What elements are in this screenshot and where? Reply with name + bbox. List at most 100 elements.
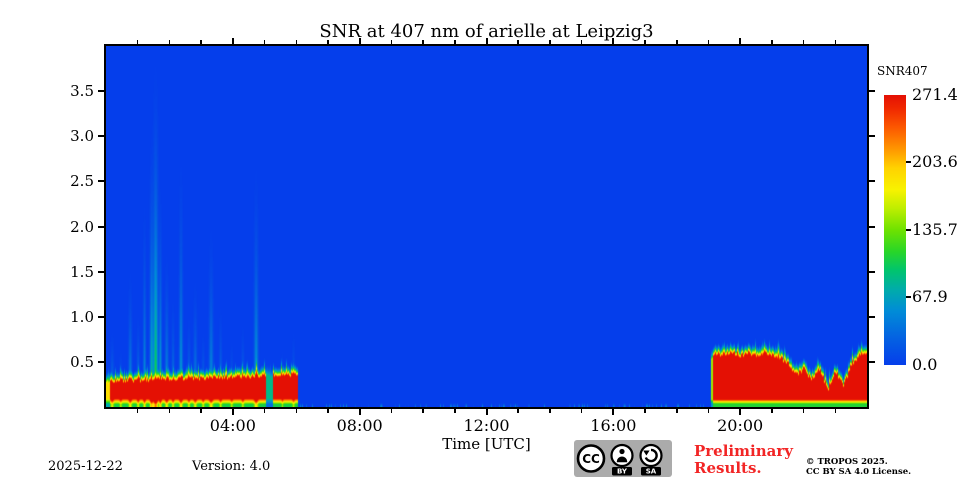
x-minor-tick-top: [644, 40, 646, 44]
y-major-tick: [98, 270, 104, 273]
plot-area: [104, 44, 869, 409]
y-tick-label: 0.5: [70, 352, 94, 371]
y-major-tick-right: [869, 270, 875, 273]
copyright-note: © TROPOS 2025. CC BY SA 4.0 License.: [806, 457, 911, 477]
y-major-tick-right: [869, 315, 875, 318]
colorbar-tick-label: 0.0: [912, 355, 938, 374]
x-minor-tick-top: [327, 40, 329, 44]
x-major-tick-top: [231, 38, 234, 44]
x-axis-label: Time [UTC]: [442, 435, 531, 453]
x-tick-label: 12:00: [463, 416, 510, 435]
x-minor-tick-top: [580, 40, 583, 44]
by-tag-text: BY: [617, 468, 628, 476]
x-minor-tick: [200, 409, 202, 413]
x-minor-tick-top: [707, 40, 710, 44]
x-tick-label: 16:00: [590, 416, 637, 435]
x-major-tick: [231, 409, 234, 415]
x-minor-tick-top: [136, 40, 139, 44]
x-minor-tick: [580, 409, 583, 413]
y-major-tick-right: [869, 135, 875, 138]
colorbar-tick: [906, 161, 911, 164]
x-minor-tick: [834, 409, 837, 413]
y-major-tick-right: [869, 225, 875, 228]
preliminary-line1: Preliminary: [694, 442, 793, 460]
colorbar-tick-label: 135.7: [912, 220, 958, 239]
x-minor-tick: [168, 409, 171, 413]
y-tick-label: 1.0: [70, 307, 94, 326]
cc-by-sa-badge: CC BY SA: [574, 440, 672, 477]
x-minor-tick: [422, 409, 424, 413]
x-minor-tick-top: [454, 40, 456, 44]
x-minor-tick: [644, 409, 646, 413]
y-tick-label: 2.5: [70, 172, 94, 191]
preliminary-note: Preliminary Results.: [694, 443, 793, 477]
x-major-tick: [739, 409, 742, 415]
sa-arrow: [644, 448, 658, 463]
footer-version: Version: 4.0: [192, 459, 271, 474]
colorbar-tick: [906, 296, 911, 299]
x-minor-tick-top: [263, 40, 266, 44]
y-tick-label: 2.0: [70, 217, 94, 236]
sa-tag: [641, 467, 661, 476]
cc-by-person-icon: [610, 443, 634, 468]
colorbar-title: SNR407: [877, 64, 928, 78]
colorbar-tick-label: 203.6: [912, 152, 958, 172]
x-minor-tick-top: [422, 40, 424, 44]
y-major-tick: [98, 135, 104, 138]
person-head: [619, 448, 625, 455]
y-tick-label: 3.0: [70, 127, 94, 146]
x-major-tick: [612, 409, 615, 415]
y-tick-label: 3.5: [70, 82, 94, 101]
x-minor-tick-top: [676, 40, 678, 44]
sa-arrowhead: [643, 450, 650, 456]
plot-title: SNR at 407 nm of arielle at Leipzig3: [319, 21, 654, 42]
colorbar-tick: [906, 229, 911, 231]
x-minor-tick: [136, 409, 139, 413]
x-minor-tick: [549, 409, 551, 413]
x-minor-tick: [517, 409, 519, 413]
x-major-tick: [358, 409, 361, 415]
x-tick-label: 20:00: [717, 416, 764, 435]
x-major-tick-top: [739, 38, 742, 44]
x-minor-tick: [676, 409, 678, 413]
x-minor-tick: [295, 409, 297, 413]
x-minor-tick: [327, 409, 329, 413]
x-minor-tick-top: [834, 40, 837, 44]
x-minor-tick: [263, 409, 266, 413]
footer-date: 2025-12-22: [48, 459, 123, 474]
y-major-tick: [98, 180, 104, 183]
person-body: [616, 456, 628, 463]
x-minor-tick: [390, 409, 393, 413]
x-minor-tick-top: [771, 40, 773, 44]
x-minor-tick: [454, 409, 456, 413]
x-minor-tick-top: [517, 40, 519, 44]
y-major-tick-right: [869, 180, 875, 183]
x-minor-tick: [707, 409, 710, 413]
x-major-tick-top: [358, 38, 361, 44]
cc-logo-text: CC: [582, 452, 600, 466]
x-major-tick-top: [485, 38, 488, 44]
cc-logo-icon: [576, 444, 606, 473]
x-minor-tick-top: [549, 40, 551, 44]
copyright-line1: © TROPOS 2025.: [806, 457, 888, 467]
y-major-tick: [98, 90, 104, 93]
sa-tag-text: SA: [646, 468, 657, 476]
y-major-tick: [98, 315, 104, 318]
copyright-line2: CC BY SA 4.0 License.: [806, 467, 912, 477]
x-tick-label: 08:00: [336, 416, 383, 435]
cc-sa-icon: [639, 443, 663, 468]
x-tick-label: 04:00: [209, 416, 256, 435]
x-minor-tick-top: [168, 40, 171, 44]
x-minor-tick-top: [295, 40, 297, 44]
y-major-tick: [98, 225, 104, 228]
preliminary-line2: Results.: [694, 459, 762, 477]
colorbar: [884, 95, 906, 365]
y-major-tick-right: [869, 90, 875, 93]
y-tick-label: 1.5: [70, 262, 94, 281]
y-major-tick: [98, 360, 104, 363]
x-minor-tick-top: [200, 40, 202, 44]
x-minor-tick: [771, 409, 773, 413]
colorbar-tick-label: 67.9: [912, 287, 948, 307]
x-major-tick-top: [612, 38, 615, 44]
